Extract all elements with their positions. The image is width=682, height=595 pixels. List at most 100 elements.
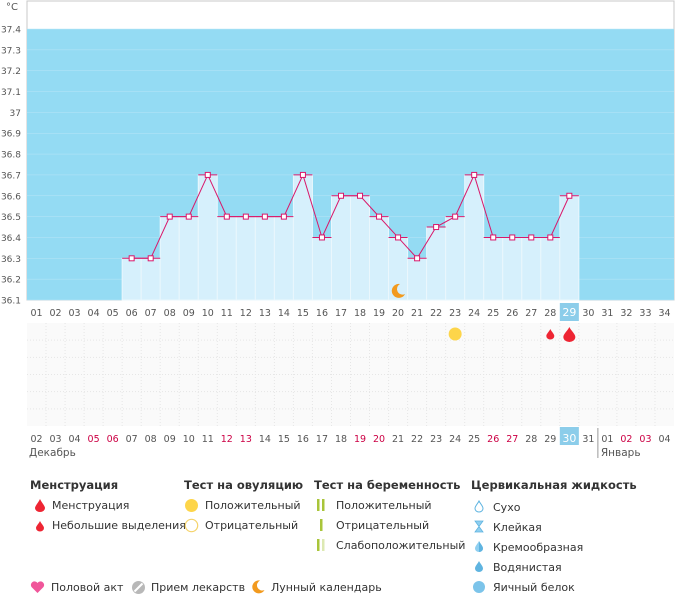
cycle-day-label: 12: [240, 308, 252, 319]
date-label: 25: [468, 434, 480, 445]
temperature-bar: [159, 216, 180, 301]
temperature-point: [433, 224, 440, 231]
date-label: 04: [69, 434, 81, 445]
temperature-point: [242, 213, 249, 220]
cycle-day-label: 31: [601, 308, 613, 319]
temperature-point: [528, 234, 535, 241]
legend-pregnancy-title: Тест на беременность: [314, 478, 461, 492]
temperature-bar: [292, 174, 313, 301]
y-tick-label: 36.7: [1, 171, 21, 181]
cervical-sticky-icon: [474, 520, 484, 533]
cycle-day-label: 27: [525, 308, 537, 319]
month-label-december: Декабрь: [29, 447, 76, 459]
date-label: 27: [506, 434, 518, 445]
y-tick-label: 37: [10, 109, 21, 119]
temperature-bar: [483, 236, 504, 301]
date-label: 05: [88, 434, 100, 445]
date-label: 03: [639, 434, 651, 445]
cycle-day-label: 28: [544, 308, 556, 319]
y-tick-label: 36.9: [1, 130, 21, 140]
temperature-bar: [540, 236, 561, 301]
date-label: 31: [582, 434, 594, 445]
heart-icon: [30, 581, 45, 593]
menstruation-drop-icon: [35, 499, 45, 512]
date-label: 01: [601, 434, 613, 445]
date-label: 29: [544, 434, 556, 445]
cycle-day-label: 09: [183, 308, 195, 319]
pregnancy-weak-positive-icon: [317, 539, 325, 551]
temperature-point: [128, 255, 135, 262]
temperature-point: [147, 255, 154, 262]
cycle-day-label: 07: [145, 308, 157, 319]
cycle-day-label: 05: [107, 308, 119, 319]
date-label: 09: [164, 434, 176, 445]
y-tick-label: 36.6: [1, 192, 21, 202]
temperature-bar: [140, 257, 161, 301]
temperature-bar: [254, 216, 275, 301]
date-label: 18: [335, 434, 347, 445]
moon-icon: [391, 283, 406, 298]
date-label: 20: [373, 434, 385, 445]
y-tick-label: 36.4: [1, 234, 21, 244]
cycle-day-label: 34: [658, 308, 670, 319]
month-label-january: Январь: [601, 447, 641, 459]
pregnancy-negative-icon: [320, 519, 323, 531]
y-tick-label: 37.4: [1, 26, 21, 36]
cycle-day-label: 01: [30, 308, 42, 319]
cycle-day-label: 18: [354, 308, 366, 319]
light-bleeding-drop-icon: [36, 521, 44, 532]
legend-ovulation-title: Тест на овуляцию: [184, 478, 304, 492]
legend-pregnancy-weak-positive: Слабоположительный: [336, 539, 466, 552]
temperature-point: [376, 213, 383, 220]
temperature-point: [318, 234, 325, 241]
temperature-point: [452, 213, 459, 220]
temperature-bar: [273, 216, 294, 301]
cycle-day-label: 22: [430, 308, 442, 319]
cycle-day-label: 08: [164, 308, 176, 319]
ovulation-positive-marker: [448, 327, 462, 341]
cycle-day-label: 19: [373, 308, 385, 319]
temperature-point: [547, 234, 554, 241]
cycle-day-label: 25: [487, 308, 499, 319]
y-tick-label: 36.2: [1, 276, 21, 286]
cycle-day-label: 13: [259, 308, 271, 319]
legend-ovulation-negative: Отрицательный: [205, 519, 299, 532]
temperature-point: [509, 234, 516, 241]
cycle-day-label: 29: [562, 306, 576, 319]
temperature-point: [490, 234, 497, 241]
date-label: 16: [297, 434, 309, 445]
legend-medication: Прием лекарств: [151, 581, 246, 594]
date-label: 17: [316, 434, 328, 445]
temperature-bar: [350, 195, 371, 301]
temperature-bar: [235, 216, 256, 301]
date-label: 19: [354, 434, 366, 445]
date-label: 06: [107, 434, 119, 445]
date-label: 08: [145, 434, 157, 445]
date-label: 11: [202, 434, 214, 445]
temperature-point: [471, 171, 478, 178]
light-bleeding-marker: [546, 329, 555, 340]
date-label: 24: [449, 434, 461, 445]
ovulation-negative-icon: [184, 518, 199, 533]
temperature-bar: [407, 257, 428, 301]
cycle-day-label: 21: [411, 308, 423, 319]
date-label: 30: [562, 432, 576, 445]
cycle-day-label: 17: [335, 308, 347, 319]
cycle-day-label: 16: [316, 308, 328, 319]
moon-icon: [252, 580, 265, 594]
y-tick-label: 37.3: [1, 46, 21, 56]
bbt-chart: 37.4 37.3 37.2 37.1 37 36.9 36.8 36.7 36.6 36.5 36…: [1, 0, 675, 459]
cycle-day-label: 15: [297, 308, 309, 319]
cycle-day-label: 30: [582, 308, 594, 319]
legend-cervical-egg-white: Яичный белок: [493, 581, 575, 594]
date-label: 10: [183, 434, 195, 445]
temperature-point: [299, 171, 306, 178]
legend-ovulation-positive: Положительный: [205, 499, 301, 512]
legend-pregnancy-positive: Положительный: [336, 499, 432, 512]
date-label: 15: [278, 434, 290, 445]
date-label: 13: [240, 434, 252, 445]
legend-cervical-sticky: Клейкая: [493, 521, 542, 534]
cycle-day-label: 32: [620, 308, 632, 319]
legend-pregnancy-negative: Отрицательный: [336, 519, 430, 532]
y-tick-label: 36.3: [1, 255, 21, 265]
